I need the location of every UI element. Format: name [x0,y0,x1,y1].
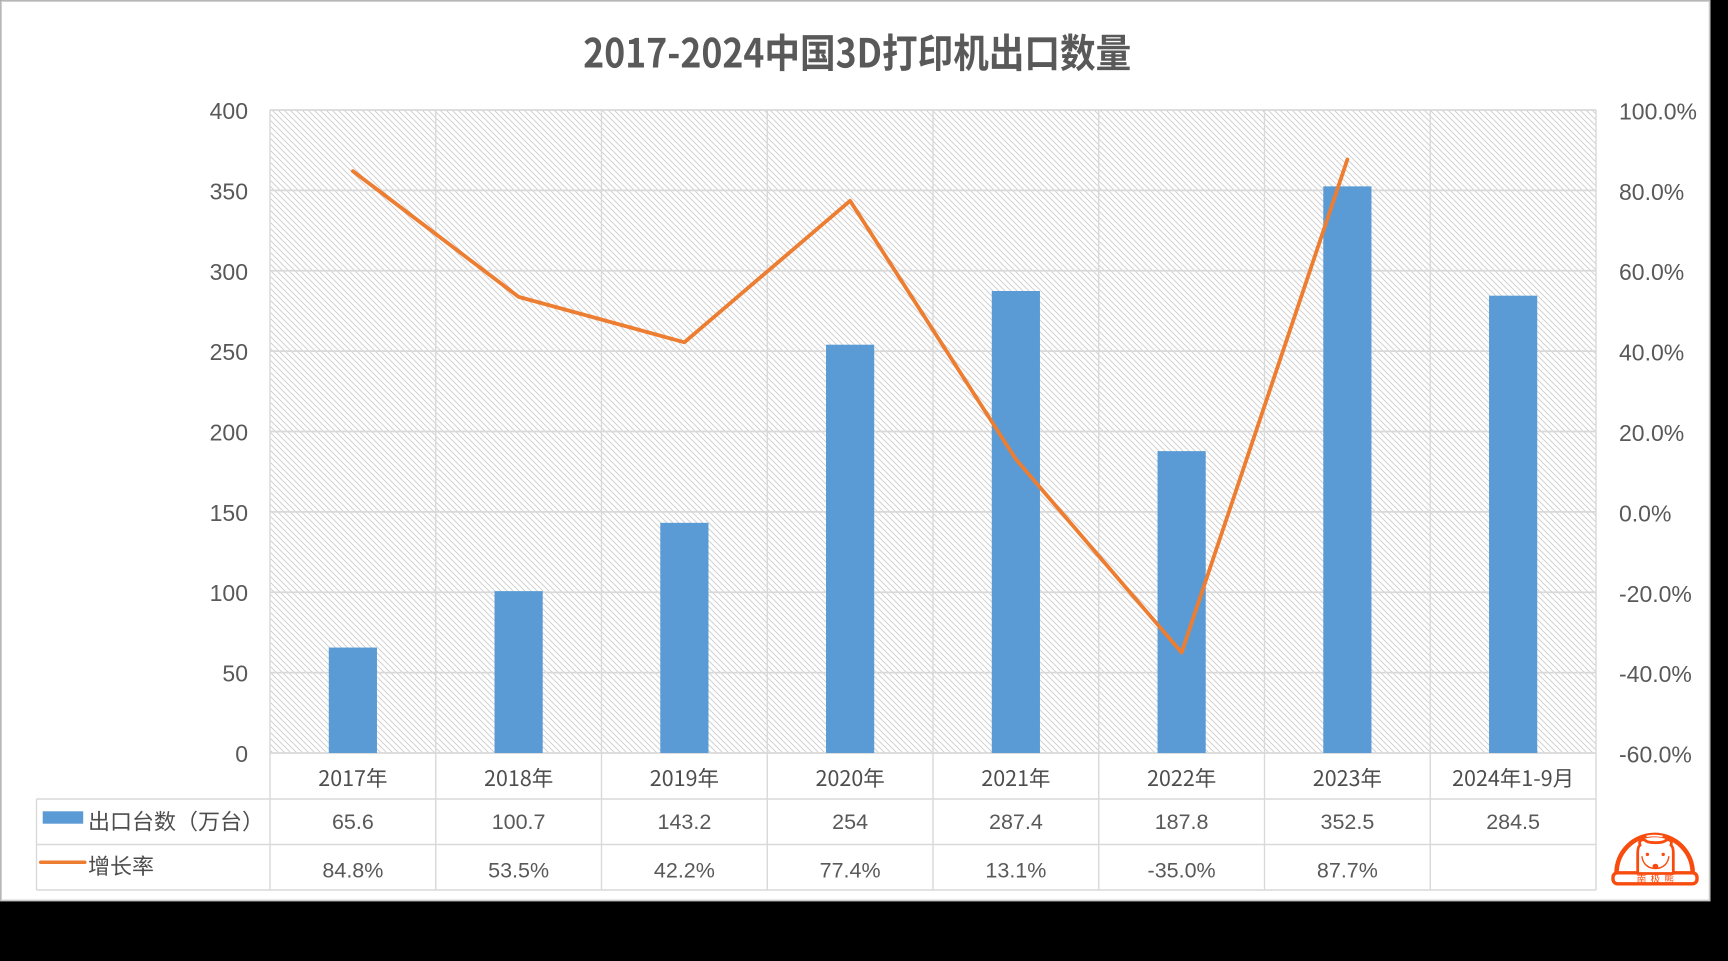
svg-text:300: 300 [210,259,248,285]
svg-text:87.7%: 87.7% [1317,859,1378,883]
svg-text:0: 0 [235,741,248,767]
svg-text:84.8%: 84.8% [322,859,383,883]
svg-text:100.0%: 100.0% [1619,99,1697,125]
svg-text:100.7: 100.7 [492,810,546,834]
svg-text:143.2: 143.2 [657,810,711,834]
svg-text:20.0%: 20.0% [1619,420,1684,446]
svg-text:250: 250 [210,339,248,365]
svg-text:42.2%: 42.2% [654,859,715,883]
svg-text:-40.0%: -40.0% [1619,661,1692,687]
svg-text:77.4%: 77.4% [820,859,881,883]
svg-text:-20.0%: -20.0% [1619,581,1692,607]
svg-text:200: 200 [210,420,248,446]
svg-text:350: 350 [210,178,248,204]
svg-text:150: 150 [210,500,248,526]
svg-text:40.0%: 40.0% [1619,340,1684,366]
svg-text:400: 400 [210,98,248,124]
svg-text:187.8: 187.8 [1155,810,1209,834]
svg-text:13.1%: 13.1% [985,859,1046,883]
svg-text:284.5: 284.5 [1486,810,1540,834]
svg-text:50: 50 [222,661,248,687]
svg-text:53.5%: 53.5% [488,859,549,883]
svg-text:80.0%: 80.0% [1619,179,1684,205]
svg-text:60.0%: 60.0% [1619,259,1684,285]
svg-text:287.4: 287.4 [989,810,1043,834]
svg-text:352.5: 352.5 [1320,810,1374,834]
svg-text:-35.0%: -35.0% [1148,859,1216,883]
svg-text:0.0%: 0.0% [1619,500,1671,526]
svg-text:100: 100 [210,580,248,606]
svg-text:254: 254 [832,810,868,834]
svg-text:-60.0%: -60.0% [1619,742,1692,768]
svg-text:65.6: 65.6 [332,810,374,834]
